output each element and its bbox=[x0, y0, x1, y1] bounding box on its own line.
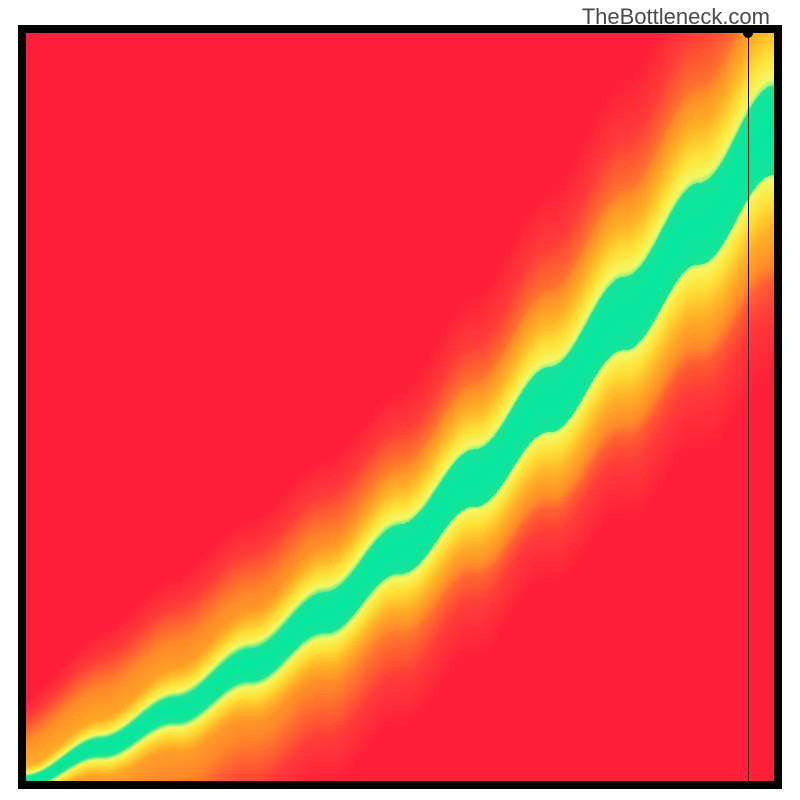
plot-frame bbox=[18, 25, 782, 789]
vertical-marker-line bbox=[748, 33, 749, 781]
heatmap-canvas bbox=[26, 33, 774, 781]
plot-area bbox=[26, 33, 774, 781]
